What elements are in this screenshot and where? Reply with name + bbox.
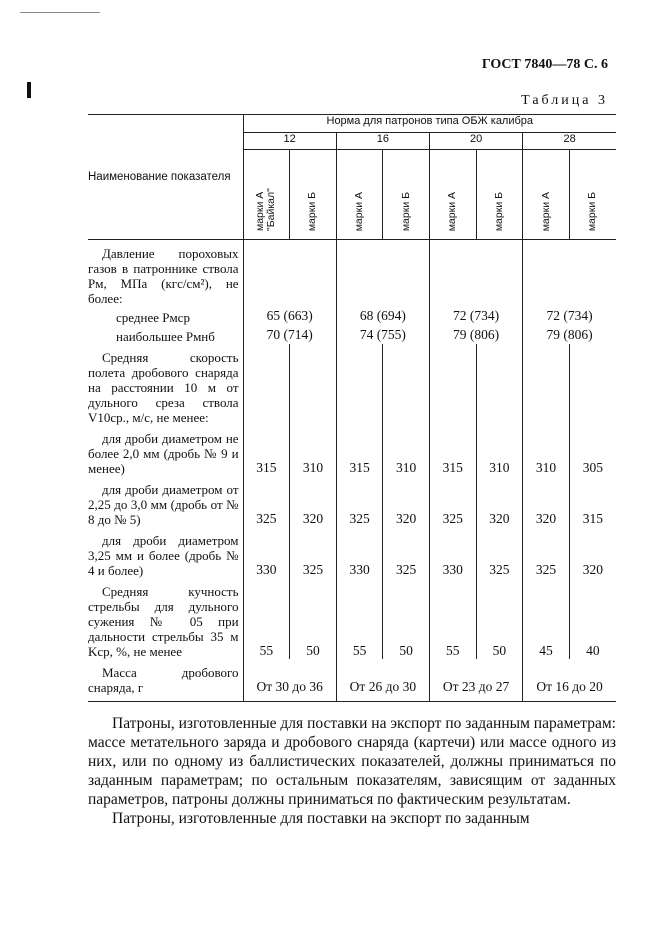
caliber-header: 20: [428, 132, 523, 150]
cell-value: 325: [242, 476, 290, 527]
cell-value: 320: [568, 527, 616, 578]
table-row: Давление пороховых газов в патроннике ст…: [88, 239, 616, 306]
cell-value: 305: [568, 425, 616, 476]
row-label: Масса дробового снаряда, г: [88, 659, 244, 702]
cell-value: 310: [289, 425, 337, 476]
table-row: Масса дробового снаряда, г От 30 до 36 О…: [88, 659, 616, 702]
cell-value: 50: [475, 578, 523, 659]
table-row: для дроби диаметром не более 2,0 мм (дро…: [88, 425, 616, 476]
row-label: для дроби диаметром не более 2,0 мм (дро…: [88, 431, 239, 476]
row-label: Средняя скорость полета дробового снаряд…: [88, 350, 239, 425]
row-label: для дроби диаметром от 2,25 до 3,0 мм (д…: [88, 482, 239, 527]
cell-value: 72 (734): [428, 306, 523, 325]
table-row: для дроби диаметром от 2,25 до 3,0 мм (д…: [88, 476, 616, 527]
cell-value: 55: [428, 578, 477, 659]
row-label: среднее Pмср: [116, 310, 190, 325]
specs-table: Наименование показателя Норма для патрон…: [88, 114, 616, 702]
table-row: для дроби диаметром 3,25 мм и более (дро…: [88, 527, 616, 578]
subcolumn-header: марки Б: [382, 149, 430, 240]
cell-value: 325: [522, 527, 570, 578]
subcolumn-header: марки А: [335, 149, 383, 240]
table-row: Средняя кучность стрельбы для дульного с…: [88, 578, 616, 659]
cell-value: 325: [428, 476, 477, 527]
cell-value: 320: [382, 476, 430, 527]
cell-value: 50: [289, 578, 337, 659]
subcolumn-header: марки Б: [475, 149, 523, 240]
caliber-header: 28: [522, 132, 616, 150]
subcolumn-header: марки А: [428, 149, 477, 240]
caliber-header: 16: [335, 132, 430, 150]
cell-value: 315: [428, 425, 477, 476]
cell-value: От 30 до 36: [242, 659, 337, 702]
cell-value: 320: [522, 476, 570, 527]
cell-value: 315: [242, 425, 290, 476]
cell-value: 315: [568, 476, 616, 527]
table-row: среднее Pмср 65 (663) 68 (694) 72 (734) …: [88, 306, 616, 325]
table-row: наибольшее Pмнб 70 (714) 74 (755) 79 (80…: [88, 325, 616, 344]
cell-value: 72 (734): [522, 306, 616, 325]
cell-value: 325: [475, 527, 523, 578]
cell-value: 310: [475, 425, 523, 476]
cell-value: От 23 до 27: [428, 659, 523, 702]
body-paragraph: Патроны, изготовленные для поставки на э…: [112, 810, 530, 827]
table-label: Таблица 3: [521, 93, 608, 108]
cell-value: 79 (806): [522, 325, 616, 344]
cell-value: 315: [335, 425, 383, 476]
table-row: Средняя скорость полета дробового снаряд…: [88, 344, 616, 425]
cell-value: 310: [522, 425, 570, 476]
cell-value: 320: [289, 476, 337, 527]
subcolumn-header: марки Б: [289, 149, 337, 240]
row-label: Давление пороховых газов в патроннике ст…: [88, 246, 239, 306]
row-label: наибольшее Pмнб: [116, 329, 215, 344]
cell-value: 65 (663): [242, 306, 337, 325]
scan-artifact: [20, 12, 100, 13]
scan-artifact: [27, 82, 31, 98]
cell-value: От 26 до 30: [335, 659, 430, 702]
body-paragraph: Патроны, изготовленные для поставки на э…: [88, 715, 616, 808]
cell-value: 55: [242, 578, 290, 659]
row-label: для дроби диаметром 3,25 мм и более (дро…: [88, 533, 239, 578]
cell-value: 325: [335, 476, 383, 527]
caliber-header: 12: [242, 132, 337, 150]
cell-value: 79 (806): [428, 325, 523, 344]
cell-value: 330: [428, 527, 477, 578]
cell-value: От 16 до 20: [522, 659, 616, 702]
page-header: ГОСТ 7840—78 С. 6: [481, 57, 608, 72]
cell-value: 45: [522, 578, 570, 659]
cell-value: 325: [382, 527, 430, 578]
cell-value: 320: [475, 476, 523, 527]
subcolumn-header: марки А "Байкал": [242, 149, 290, 240]
group-header: Норма для патронов типа ОБЖ калибра: [242, 114, 616, 133]
cell-value: 68 (694): [335, 306, 430, 325]
cell-value: 40: [568, 578, 616, 659]
cell-value: 325: [289, 527, 337, 578]
cell-value: 310: [382, 425, 430, 476]
cell-value: 74 (755): [335, 325, 430, 344]
cell-value: 55: [335, 578, 383, 659]
row-label: Средняя кучность стрельбы для дульного с…: [88, 584, 239, 659]
subcolumn-header: марки Б: [568, 149, 616, 240]
cell-value: 50: [382, 578, 430, 659]
subcolumn-header: марки А: [522, 149, 570, 240]
cell-value: 330: [242, 527, 290, 578]
cell-value: 70 (714): [242, 325, 337, 344]
cell-value: 330: [335, 527, 383, 578]
name-header: Наименование показателя: [88, 114, 244, 240]
